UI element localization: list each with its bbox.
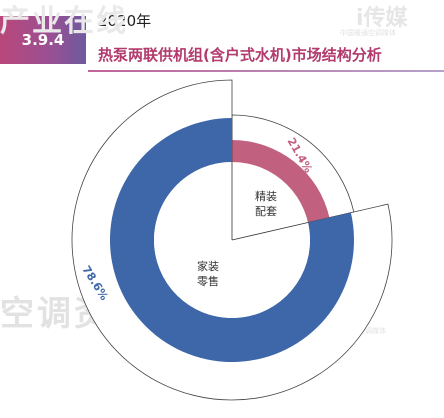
pie-slice-2[interactable]: [109, 118, 354, 362]
title-underline: [88, 70, 444, 72]
page-title: 热泵两联供机组(含户式水机)市场结构分析: [98, 46, 382, 64]
header: 3.9.4 2020年 热泵两联供机组(含户式水机)市场结构分析: [0, 0, 444, 80]
section-number: 3.9.4: [21, 31, 65, 49]
category-label-1: 精装配套: [255, 190, 277, 218]
category-label-2: 家装零售: [197, 259, 219, 288]
year-label: 2020年: [98, 12, 152, 30]
watermark-text: 产业在线: [0, 4, 128, 39]
watermark-brand: i传媒: [356, 6, 408, 31]
section-badge: 3.9.4: [0, 16, 86, 64]
slice-divider-2: [231, 222, 309, 241]
watermark-small: 中国暖通空调媒体: [340, 29, 396, 37]
